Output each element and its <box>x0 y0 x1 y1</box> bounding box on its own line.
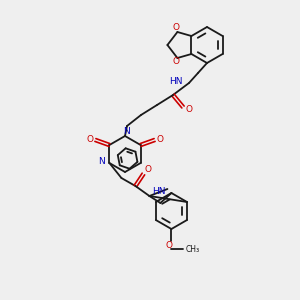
Text: O: O <box>185 104 193 113</box>
Text: O: O <box>156 134 163 143</box>
Text: N: N <box>124 128 130 136</box>
Text: HN: HN <box>169 76 183 85</box>
Text: N: N <box>98 158 104 166</box>
Text: O: O <box>166 242 173 250</box>
Text: O: O <box>173 58 180 67</box>
Text: O: O <box>145 166 152 175</box>
Text: CH₃: CH₃ <box>185 244 200 253</box>
Text: O: O <box>173 23 180 32</box>
Text: HN: HN <box>152 188 166 196</box>
Text: O: O <box>87 134 94 143</box>
